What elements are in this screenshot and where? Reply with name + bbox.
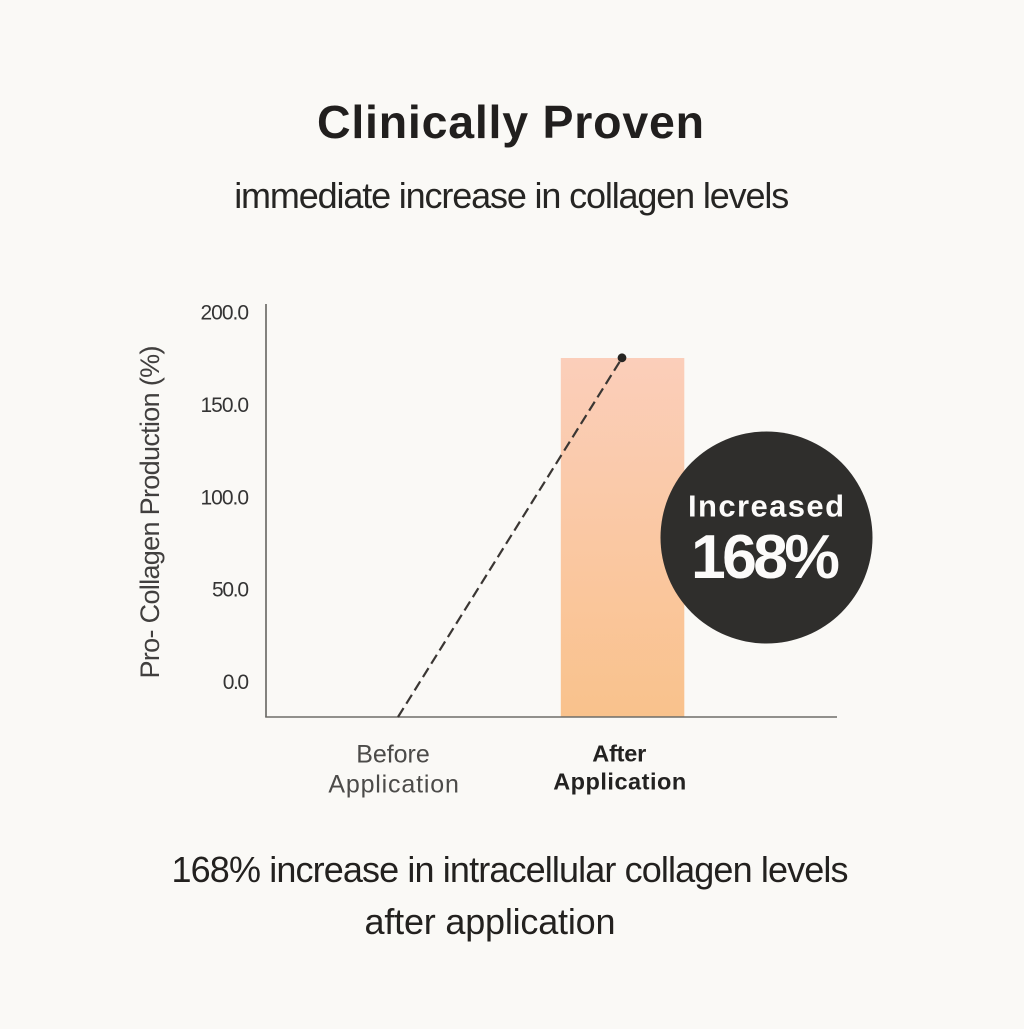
svg-text:Clinically Proven: Clinically Proven [317,96,704,148]
svg-text:100.0: 100.0 [201,486,250,509]
svg-text:after application: after application [365,901,616,942]
svg-text:168% increase in intracellular: 168% increase in intracellular collagen … [172,849,849,890]
svg-text:Application: Application [328,770,459,798]
svg-text:150.0: 150.0 [201,394,250,417]
svg-text:immediate increase in collagen: immediate increase in collagen levels [234,175,789,216]
svg-text:Pro- Collagen Production (%): Pro- Collagen Production (%) [135,346,165,679]
svg-text:200.0: 200.0 [201,302,250,325]
svg-text:Increased: Increased [688,489,844,524]
svg-text:0.0: 0.0 [223,671,249,694]
svg-text:Application: Application [553,769,686,795]
svg-text:168%: 168% [691,522,840,592]
svg-text:Before: Before [356,740,430,768]
svg-text:After: After [592,741,646,767]
svg-text:50.0: 50.0 [212,579,249,602]
